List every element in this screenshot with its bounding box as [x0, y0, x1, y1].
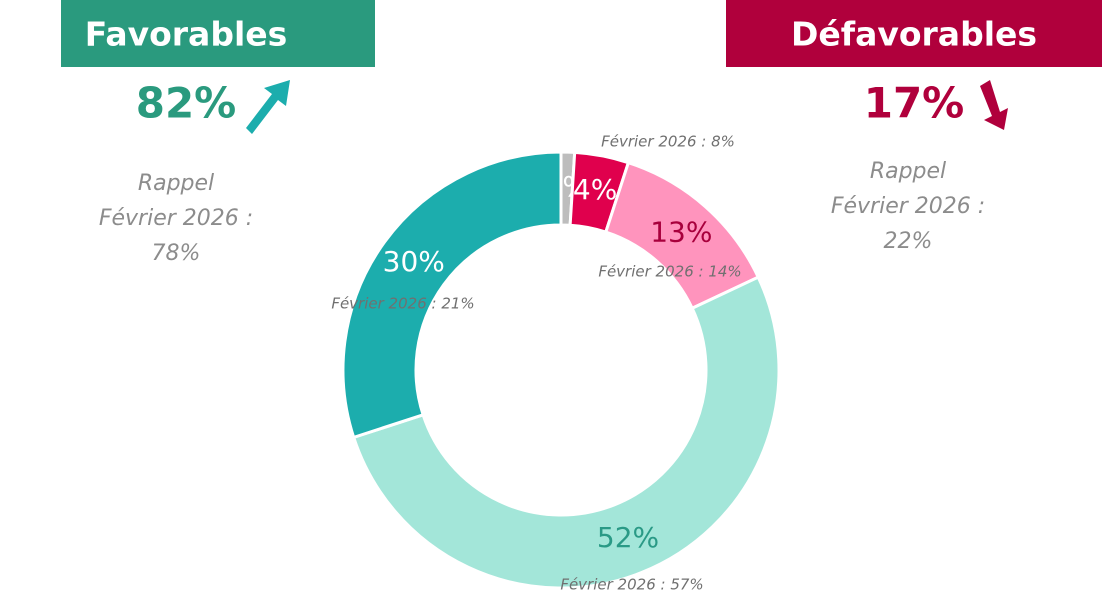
favorable-header: [61, 0, 375, 67]
previous-label: Février 2026 : 57%: [560, 576, 703, 594]
value-label: 30%: [383, 245, 445, 278]
value-label: 13%: [650, 215, 712, 248]
donut-segment: [341, 150, 563, 440]
down-arrow: [980, 80, 1008, 130]
value-label: 52%: [597, 521, 659, 554]
unfavorable-header: [726, 0, 1102, 67]
favorable-recall: 78%: [152, 241, 201, 266]
value-label: 4%: [573, 173, 617, 206]
favorable-value: 82%: [136, 79, 237, 128]
previous-label: Février 2026 : 14%: [598, 263, 741, 281]
donut-segment: [351, 275, 781, 590]
previous-label: Février 2026 : 8%: [601, 133, 735, 151]
unfavorable-recall: Rappel: [870, 159, 946, 184]
unfavorable-value: 17%: [864, 79, 965, 128]
favorable-recall: Février 2026 :: [99, 206, 253, 231]
previous-label: Février 2026 : 21%: [331, 295, 474, 313]
unfavorable-title: Défavorables: [791, 15, 1037, 54]
unfavorable-recall: Février 2026 :: [831, 194, 985, 219]
favorable-recall: Rappel: [138, 171, 214, 196]
favorable-title: Favorables: [85, 15, 288, 54]
unfavorable-recall: 22%: [884, 229, 933, 254]
up-arrow: [246, 80, 290, 134]
